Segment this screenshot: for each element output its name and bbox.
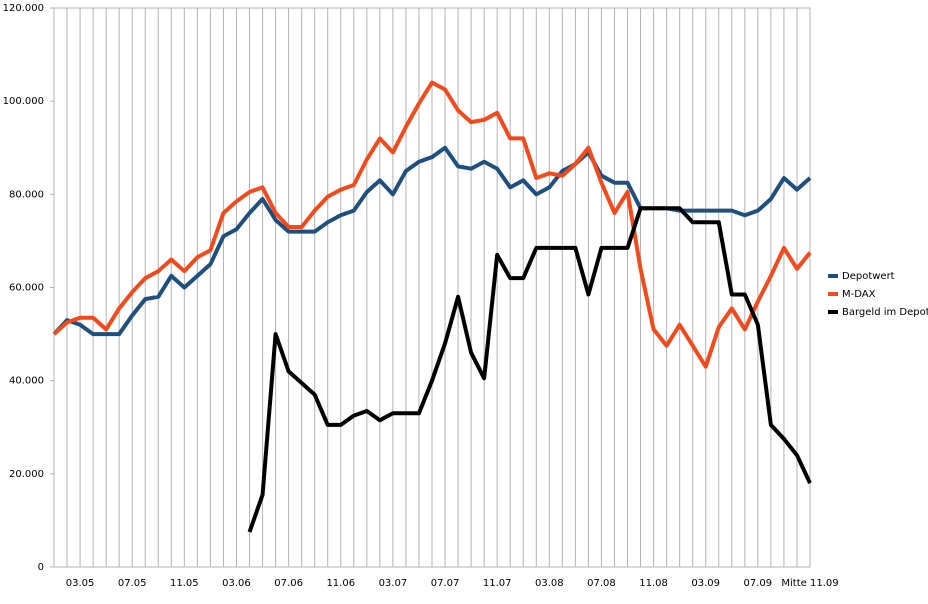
y-tick-label: 20.000	[9, 469, 44, 480]
y-tick-label: 60.000	[9, 283, 44, 294]
y-tick-label: 0	[38, 562, 44, 573]
legend-swatch	[828, 292, 838, 296]
x-tick-label: 03.07	[379, 578, 408, 589]
legend-swatch	[828, 274, 838, 278]
series-line	[247, 206, 812, 533]
series-line	[52, 80, 812, 369]
legend-label: Depotwert	[842, 271, 895, 282]
legend-label: Bargeld im Depot	[842, 307, 928, 318]
x-tick-label: 07.06	[274, 578, 303, 589]
y-tick-label: 100.000	[3, 96, 44, 107]
x-tick-label: 07.09	[744, 578, 773, 589]
legend-swatch	[828, 310, 838, 314]
x-tick-label: 03.05	[66, 578, 95, 589]
y-tick-label: 80.000	[9, 189, 44, 200]
x-tick-label: 11.07	[483, 578, 512, 589]
x-tick-label: 11.08	[639, 578, 668, 589]
legend-label: M-DAX	[842, 289, 876, 300]
x-tick-label: 07.08	[587, 578, 616, 589]
x-tick-label: Mitte 11.09	[781, 578, 838, 589]
x-tick-label: 07.07	[431, 578, 460, 589]
x-tick-label: 11.06	[326, 578, 355, 589]
x-tick-label: 11.05	[170, 578, 199, 589]
x-tick-label: 03.09	[691, 578, 720, 589]
x-tick-label: 03.06	[222, 578, 251, 589]
x-tick-label: 03.08	[535, 578, 564, 589]
y-tick-label: 120.000	[3, 3, 44, 14]
x-tick-label: 07.05	[118, 578, 147, 589]
y-tick-label: 40.000	[9, 376, 44, 387]
